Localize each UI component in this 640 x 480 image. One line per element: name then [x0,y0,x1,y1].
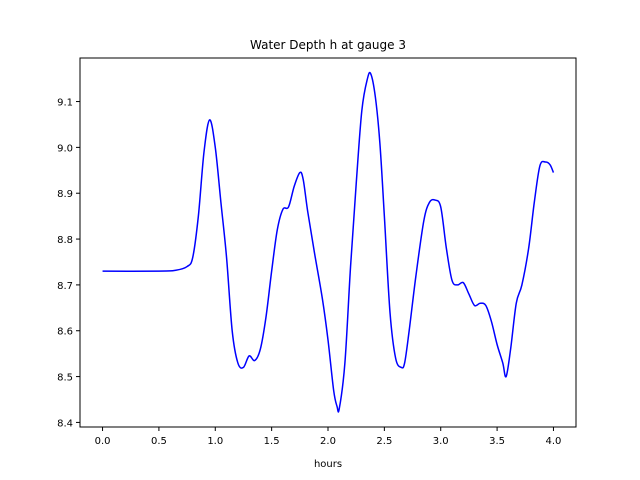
x-tick-label: 3.5 [489,436,505,447]
series-line [102,71,555,413]
y-tick-label: 8.5 [57,373,73,384]
x-tick-label: 4.0 [546,436,562,447]
y-tick-label: 8.6 [57,327,73,338]
x-tick-label: 2.0 [320,436,336,447]
plot-area [102,71,555,413]
x-tick-label: 3.0 [433,436,449,447]
y-tick-label: 8.4 [57,418,73,429]
y-tick-label: 9.1 [57,98,73,109]
y-tick-label: 9.0 [57,143,73,154]
axes-frame [79,57,577,428]
y-tick-label: 8.7 [57,281,73,292]
x-tick-label: 0.5 [151,436,167,447]
x-tick-label: 1.0 [207,436,223,447]
x-axis-label: hours [314,459,342,470]
y-tick-label: 8.9 [57,189,73,200]
x-axis-ticks: 0.0 0.5 1.0 1.5 2.0 2.5 3.0 3.5 4.0 [95,427,562,447]
chart-title: Water Depth h at gauge 3 [250,38,406,52]
x-tick-label: 1.5 [264,436,280,447]
y-axis-ticks: 8.4 8.5 8.6 8.7 8.8 8.9 9.0 9.1 [57,98,80,429]
x-tick-label: 0.0 [95,436,111,447]
x-tick-label: 2.5 [376,436,392,447]
y-tick-label: 8.8 [57,235,73,246]
